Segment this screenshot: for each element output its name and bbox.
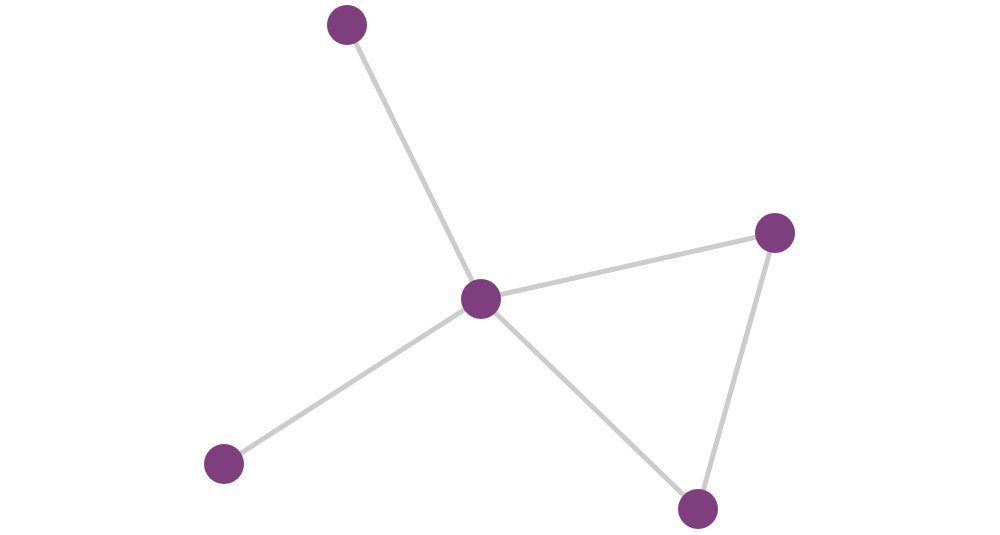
edge: [222, 296, 483, 467]
node: [461, 279, 501, 319]
node: [204, 444, 244, 484]
node: [327, 5, 367, 45]
nodes-layer: [204, 5, 795, 529]
edges-layer: [222, 23, 778, 511]
node: [678, 489, 718, 529]
edge: [344, 23, 484, 301]
edge: [480, 230, 776, 302]
node: [755, 213, 795, 253]
edge: [479, 297, 700, 511]
edge: [695, 232, 778, 510]
